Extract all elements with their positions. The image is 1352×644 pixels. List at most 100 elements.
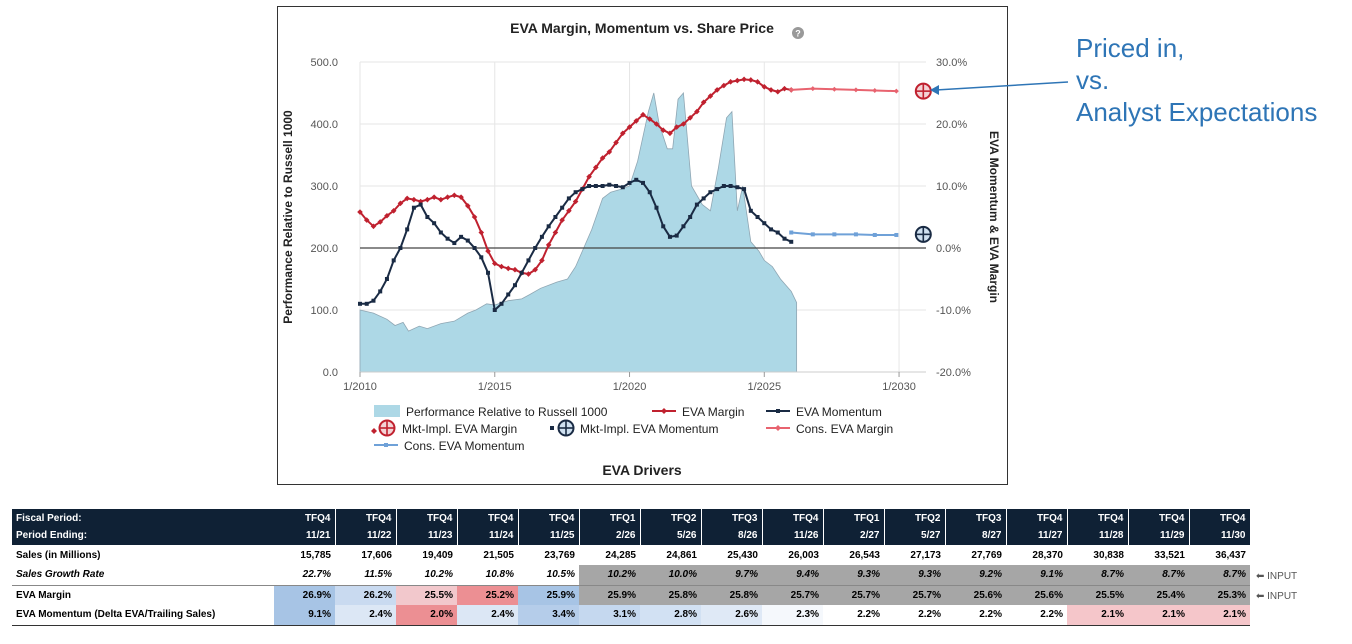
y-left-axis-title: Performance Relative to Russell 1000 [281, 110, 295, 324]
fiscal-period-cell: TFQ2 [640, 509, 702, 527]
input-cell[interactable]: 8.7% [1189, 565, 1250, 585]
eva-momentum-point [634, 177, 639, 182]
value-cell: 36,437 [1189, 545, 1250, 565]
input-cell[interactable]: 9.2% [945, 565, 1006, 585]
eva-margin-point [700, 99, 707, 106]
value-cell: 2.2% [823, 605, 884, 626]
eva-margin-point [465, 203, 471, 209]
row-label: EVA Momentum (Delta EVA/Trailing Sales) [12, 605, 274, 626]
legend-marker-eva-margin [661, 408, 667, 414]
input-cell[interactable]: 25.7% [762, 584, 823, 605]
eva-momentum-point [688, 215, 693, 219]
input-cell[interactable]: 9.4% [762, 565, 823, 585]
eva-margin-point [485, 248, 491, 254]
fiscal-period-cell: TFQ3 [701, 509, 763, 527]
eva-margin-point [673, 124, 680, 130]
eva-margin-point [532, 266, 538, 273]
value-cell: 23,769 [518, 545, 579, 565]
eva-margin-point [694, 108, 700, 115]
input-cell[interactable]: 25.6% [1006, 584, 1067, 605]
input-cell[interactable]: 9.3% [884, 565, 945, 585]
input-cell[interactable]: 10.2% [579, 565, 640, 585]
legend-marker-cons-margin [775, 425, 781, 431]
eva-margin-point [566, 208, 572, 214]
eva-momentum-point [378, 289, 383, 294]
eva-margin-point [431, 194, 437, 200]
eva-margin-point [559, 217, 565, 223]
input-cell[interactable]: 9.7% [701, 565, 762, 585]
legend-dot-mkt-margin-left [371, 428, 377, 434]
eva-momentum-point [607, 182, 612, 187]
input-cell[interactable]: 25.8% [640, 584, 701, 605]
cons-eva-margin-point [788, 87, 794, 93]
value-cell: 26.2% [335, 584, 396, 605]
value-cell: 33,521 [1128, 545, 1189, 565]
eva-margin-point [586, 173, 592, 180]
legend-label-mkt-margin: Mkt-Impl. EVA Margin [402, 422, 517, 436]
y-right-tick-label: -20.0% [936, 367, 971, 379]
eva-momentum-point [715, 187, 720, 192]
value-cell: 2.4% [335, 605, 396, 626]
cons-eva-momentum-point [872, 232, 877, 237]
period-ending-cell: 11/23 [396, 527, 458, 546]
input-cell[interactable]: 8.7% [1128, 565, 1189, 585]
value-cell: 10.5% [518, 565, 579, 585]
value-cell: 2.1% [1128, 605, 1189, 626]
eva-momentum-point [728, 184, 733, 188]
input-cell[interactable]: 25.6% [945, 584, 1006, 605]
cons-eva-margin-point [893, 88, 899, 94]
row-label: EVA Margin [12, 584, 274, 605]
input-cell[interactable]: 25.8% [701, 584, 762, 605]
annotation-line-1: Priced in, [1076, 33, 1185, 63]
value-cell: 17,606 [335, 545, 396, 565]
eva-margin-point [424, 196, 431, 203]
legend-dot-mkt-momentum-left [550, 426, 554, 430]
y-right-tick-label: 10.0% [936, 181, 967, 193]
input-cell[interactable]: 9.3% [823, 565, 884, 585]
cons-eva-momentum-point [789, 230, 794, 235]
value-cell: 28,370 [1006, 545, 1067, 565]
input-cell[interactable]: 9.1% [1006, 565, 1067, 585]
eva-margin-point [491, 260, 498, 267]
value-cell: 30,838 [1067, 545, 1128, 565]
eva-momentum-point [486, 270, 491, 275]
header-label-period-ending: Period Ending: [12, 527, 274, 546]
eva-momentum-point [641, 180, 645, 185]
input-cell[interactable]: 25.4% [1128, 584, 1189, 605]
legend-label-mkt-momentum: Mkt-Impl. EVA Momentum [580, 422, 718, 436]
eva-momentum-point [512, 283, 517, 288]
value-cell: 2.0% [396, 605, 457, 626]
y-left-tick-label: 300.0 [310, 181, 338, 193]
period-ending-cell: 11/25 [518, 527, 580, 546]
eva-margin-point [552, 229, 559, 236]
input-cell[interactable]: 10.0% [640, 565, 701, 585]
eva-momentum-point [445, 236, 450, 241]
eva-momentum-point [593, 184, 598, 188]
y-right-tick-label: 30.0% [936, 57, 967, 69]
eva-momentum-point [701, 196, 706, 201]
eva-margin-point [660, 127, 667, 133]
input-cell[interactable]: 8.7% [1067, 565, 1128, 585]
row-label: Sales (in Millions) [16, 549, 101, 561]
eva-margin-point [774, 88, 781, 95]
eva-margin-point [471, 214, 478, 220]
eva-margin-point [633, 118, 640, 124]
legend-label-eva-momentum: EVA Momentum [796, 405, 882, 419]
input-cell[interactable]: 25.7% [823, 584, 884, 605]
eva-momentum-point [735, 185, 740, 190]
period-ending-cell: 8/27 [945, 527, 1007, 546]
eva-momentum-point [533, 246, 538, 250]
input-cell[interactable]: 25.9% [579, 584, 640, 605]
input-cell[interactable]: 25.5% [1067, 584, 1128, 605]
legend-marker-eva-momentum [776, 409, 780, 413]
eva-momentum-point [627, 180, 632, 185]
input-cell[interactable]: 25.3% [1189, 584, 1250, 605]
eva-margin-point [397, 200, 404, 207]
eva-margin-point [525, 271, 532, 277]
input-cell[interactable]: 25.7% [884, 584, 945, 605]
value-cell: 2.2% [884, 605, 945, 626]
eva-margin-point [687, 115, 693, 121]
row-label: Sales Growth Rate [16, 569, 105, 581]
value-cell: 2.6% [701, 605, 762, 626]
y-left-tick-label: 100.0 [310, 305, 338, 317]
